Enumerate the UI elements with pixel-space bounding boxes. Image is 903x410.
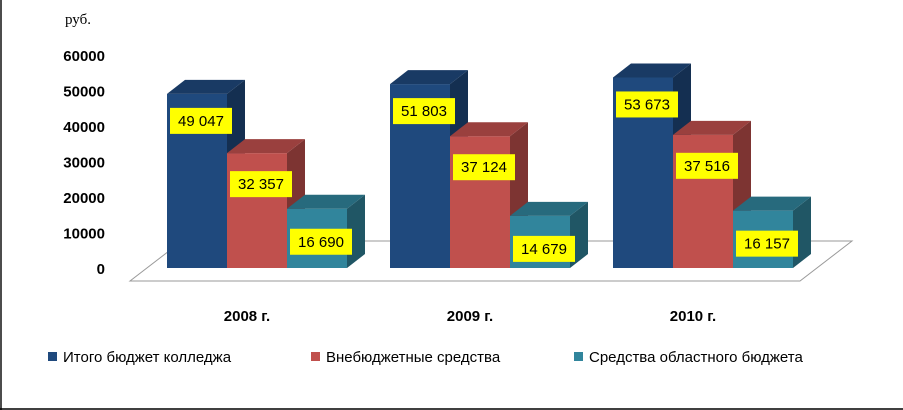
- legend-swatch: [48, 352, 57, 361]
- data-label-box: [676, 152, 738, 179]
- bar-top: [673, 120, 751, 135]
- y-tick-label: 20000: [63, 190, 105, 207]
- data-label-box: [616, 91, 678, 118]
- data-label-box: [290, 228, 352, 255]
- data-label-box: [170, 107, 232, 134]
- y-unit-label: руб.: [65, 12, 91, 28]
- bar-top: [390, 70, 468, 85]
- data-label-box: [453, 154, 515, 181]
- x-category-label: 2009 г.: [447, 308, 493, 325]
- bar-top: [287, 194, 365, 209]
- y-tick-label: 50000: [63, 84, 105, 101]
- legend-swatch: [311, 352, 320, 361]
- y-tick-label: 30000: [63, 155, 105, 172]
- legend-swatch: [574, 352, 583, 361]
- data-label: 32 357: [238, 176, 284, 193]
- legend-label: Итого бюджет колледжа: [63, 349, 232, 366]
- data-label: 16 690: [298, 234, 344, 251]
- legend-label: Средства областного бюджета: [589, 349, 803, 366]
- data-label: 16 157: [744, 236, 790, 253]
- data-label: 14 679: [521, 241, 567, 258]
- chart-floor: [128, 240, 854, 282]
- data-label-box: [513, 235, 575, 262]
- data-label: 49 047: [178, 113, 224, 130]
- bar-top: [167, 79, 245, 94]
- bar-top: [227, 139, 305, 154]
- data-label: 37 124: [461, 159, 507, 176]
- y-tick-label: 60000: [63, 48, 105, 65]
- data-label-box: [230, 171, 292, 198]
- bar-top: [450, 122, 528, 137]
- bar-top: [733, 196, 811, 211]
- bar-front: [227, 153, 287, 268]
- data-label: 51 803: [401, 103, 447, 120]
- y-tick-label: 40000: [63, 119, 105, 136]
- x-category-label: 2010 г.: [670, 308, 716, 325]
- bar-top: [510, 201, 588, 216]
- data-label-box: [736, 230, 798, 257]
- y-tick-label: 10000: [63, 226, 105, 243]
- y-tick-label: 0: [97, 261, 105, 278]
- data-label: 37 516: [684, 158, 730, 175]
- data-label-box: [393, 98, 455, 125]
- data-label: 53 673: [624, 96, 670, 113]
- x-category-label: 2008 г.: [224, 308, 270, 325]
- legend-label: Внебюджетные средства: [326, 349, 501, 366]
- bar-top: [613, 63, 691, 78]
